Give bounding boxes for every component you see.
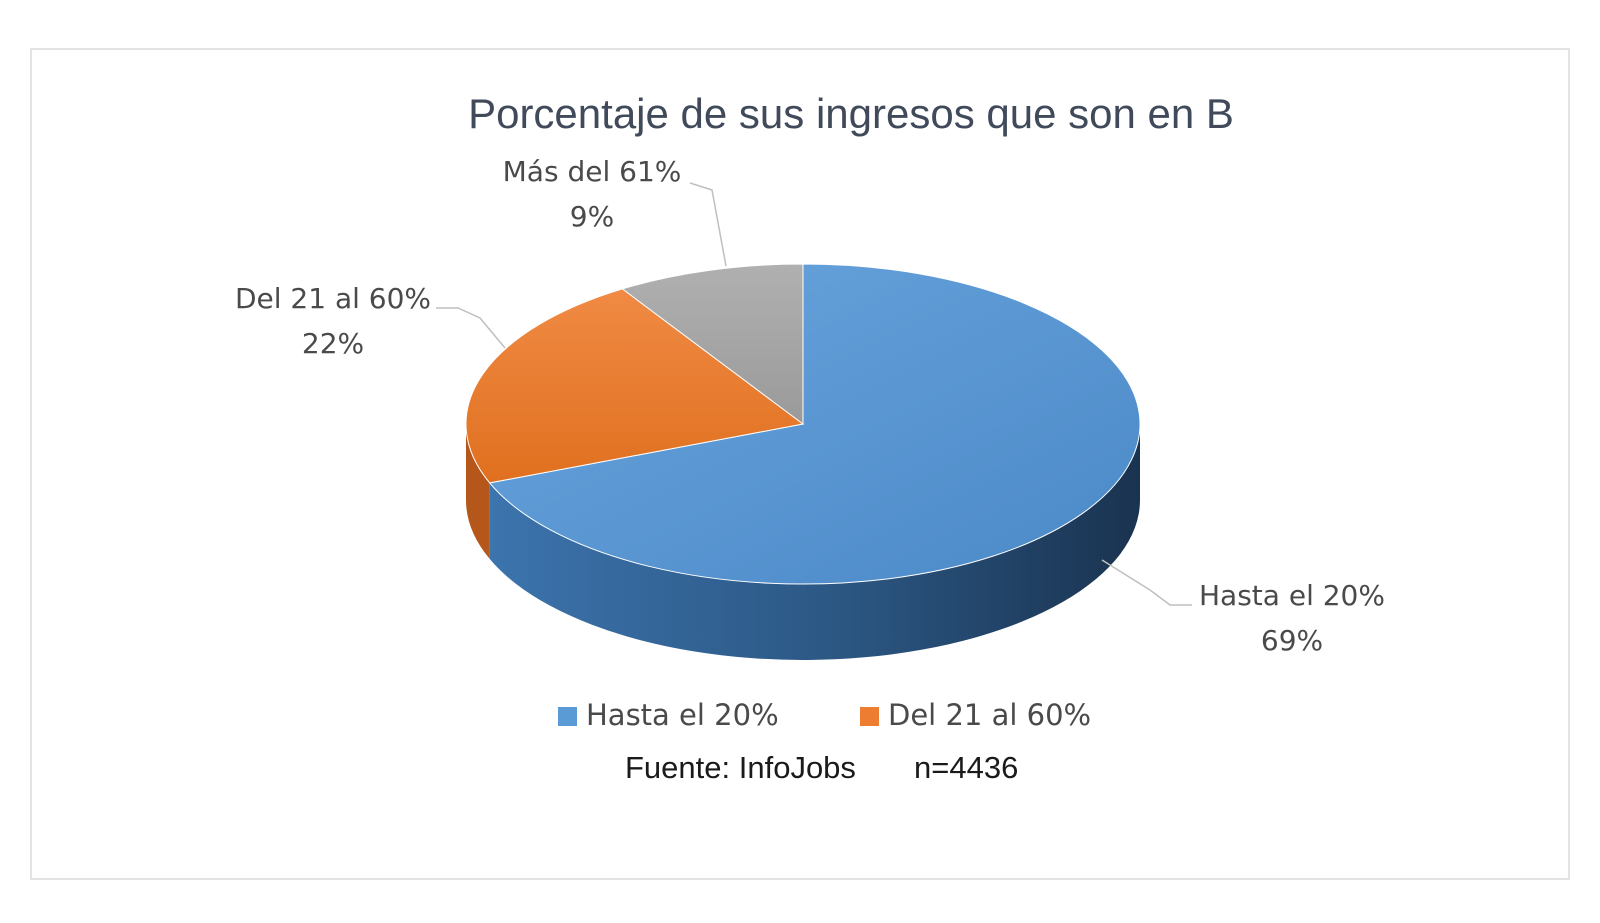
pie-tops (465, 263, 1141, 585)
pie-slice-mas-del-61 (621, 263, 804, 425)
sample-size: n=4436 (914, 750, 1018, 785)
pie-side-hasta-el-20 (489, 424, 1141, 661)
legend-label-del-21-al-60: Del 21 al 60% (888, 698, 1091, 732)
leader-line-hasta-el-20 (1101, 559, 1192, 606)
data-label-category-mas-del-61: Más del 61% (503, 155, 682, 188)
leader-line-del-21-al-60 (436, 307, 506, 349)
pie-sides (466, 424, 1141, 661)
chart-title: Porcentaje de sus ingresos que son en B (468, 90, 1234, 137)
data-label-category-del-21-al-60: Del 21 al 60% (235, 282, 431, 315)
pie-side-del-21-al-60 (466, 424, 490, 559)
data-labels: Hasta el 20% 69% Del 21 al 60% 22% Más del 6… (235, 155, 1385, 657)
pie-slice-hasta-el-20 (488, 263, 1141, 585)
legend-swatch-hasta-el-20 (558, 707, 577, 726)
leader-line-mas-del-61 (689, 182, 727, 267)
legend-label-hasta-el-20: Hasta el 20% (586, 698, 779, 732)
data-label-value-mas-del-61: 9% (570, 200, 614, 233)
legend-swatch-del-21-al-60 (860, 707, 879, 726)
source-label: Fuente: InfoJobs (625, 750, 856, 785)
pie-slice-del-21-al-60 (465, 288, 805, 484)
data-label-value-hasta-el-20: 69% (1261, 624, 1323, 657)
data-label-category-hasta-el-20: Hasta el 20% (1199, 579, 1385, 612)
legend: Hasta el 20% Del 21 al 60% (558, 698, 1091, 732)
data-label-value-del-21-al-60: 22% (302, 327, 364, 360)
leader-lines (436, 182, 1192, 606)
